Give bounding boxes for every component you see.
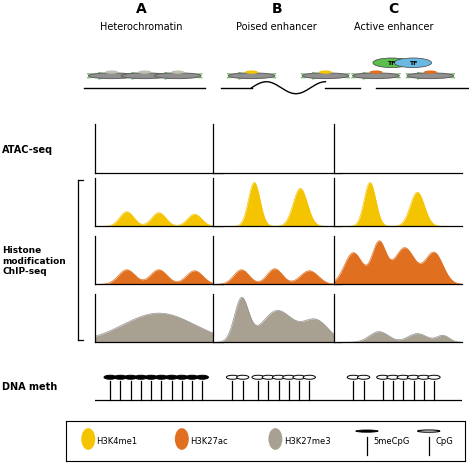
Circle shape	[262, 375, 274, 380]
Circle shape	[319, 71, 332, 75]
Ellipse shape	[88, 74, 135, 80]
Text: TF: TF	[409, 61, 417, 66]
Circle shape	[155, 375, 167, 380]
Text: H3K27me3: H3K27me3	[228, 297, 237, 339]
Text: C: C	[388, 2, 399, 16]
Circle shape	[252, 375, 264, 380]
Text: Poised enhancer: Poised enhancer	[237, 22, 317, 32]
Ellipse shape	[175, 428, 189, 450]
Circle shape	[407, 375, 419, 380]
Text: Heterochromatin: Heterochromatin	[100, 22, 182, 32]
Ellipse shape	[268, 428, 283, 450]
Circle shape	[196, 375, 209, 380]
Ellipse shape	[121, 74, 168, 80]
Text: H3K27me3: H3K27me3	[284, 436, 331, 444]
Circle shape	[347, 375, 359, 380]
Text: H3K4me1: H3K4me1	[96, 436, 137, 444]
Circle shape	[387, 375, 399, 380]
Circle shape	[397, 375, 410, 380]
Ellipse shape	[353, 74, 399, 80]
Circle shape	[428, 375, 440, 380]
Ellipse shape	[228, 74, 275, 80]
Circle shape	[171, 71, 184, 75]
Circle shape	[293, 375, 305, 380]
Circle shape	[186, 375, 198, 380]
Ellipse shape	[155, 74, 201, 80]
Circle shape	[135, 375, 147, 380]
Circle shape	[418, 430, 440, 432]
Circle shape	[424, 71, 437, 75]
Text: DNA meth: DNA meth	[2, 382, 58, 392]
Text: Histone
modification
ChIP-seq: Histone modification ChIP-seq	[2, 245, 66, 275]
Circle shape	[176, 375, 188, 380]
Circle shape	[105, 71, 118, 75]
Circle shape	[125, 375, 137, 380]
Circle shape	[104, 375, 116, 380]
Text: TF: TF	[387, 61, 396, 66]
Circle shape	[237, 375, 249, 380]
Circle shape	[283, 375, 295, 380]
Circle shape	[245, 71, 258, 75]
Circle shape	[138, 71, 151, 75]
Circle shape	[369, 71, 383, 75]
Circle shape	[114, 375, 127, 380]
Circle shape	[303, 375, 315, 380]
Circle shape	[356, 430, 378, 432]
Circle shape	[145, 375, 157, 380]
Circle shape	[394, 59, 431, 69]
Circle shape	[418, 375, 430, 380]
Text: Active enhancer: Active enhancer	[354, 22, 433, 32]
Ellipse shape	[302, 74, 349, 80]
Text: B: B	[272, 2, 282, 16]
Ellipse shape	[82, 428, 95, 450]
Text: H3K27ac: H3K27ac	[228, 244, 237, 277]
Ellipse shape	[407, 74, 454, 80]
Circle shape	[377, 375, 389, 380]
Circle shape	[273, 375, 285, 380]
Text: 5meCpG: 5meCpG	[374, 436, 410, 444]
Circle shape	[165, 375, 178, 380]
Circle shape	[227, 375, 238, 380]
Text: H3K27ac: H3K27ac	[191, 436, 228, 444]
Text: CpG: CpG	[436, 436, 453, 444]
Circle shape	[373, 59, 410, 69]
Text: H3K4me1: H3K4me1	[228, 184, 237, 221]
Text: ATAC-seq: ATAC-seq	[2, 144, 54, 154]
Text: A: A	[136, 2, 146, 16]
Circle shape	[357, 375, 370, 380]
